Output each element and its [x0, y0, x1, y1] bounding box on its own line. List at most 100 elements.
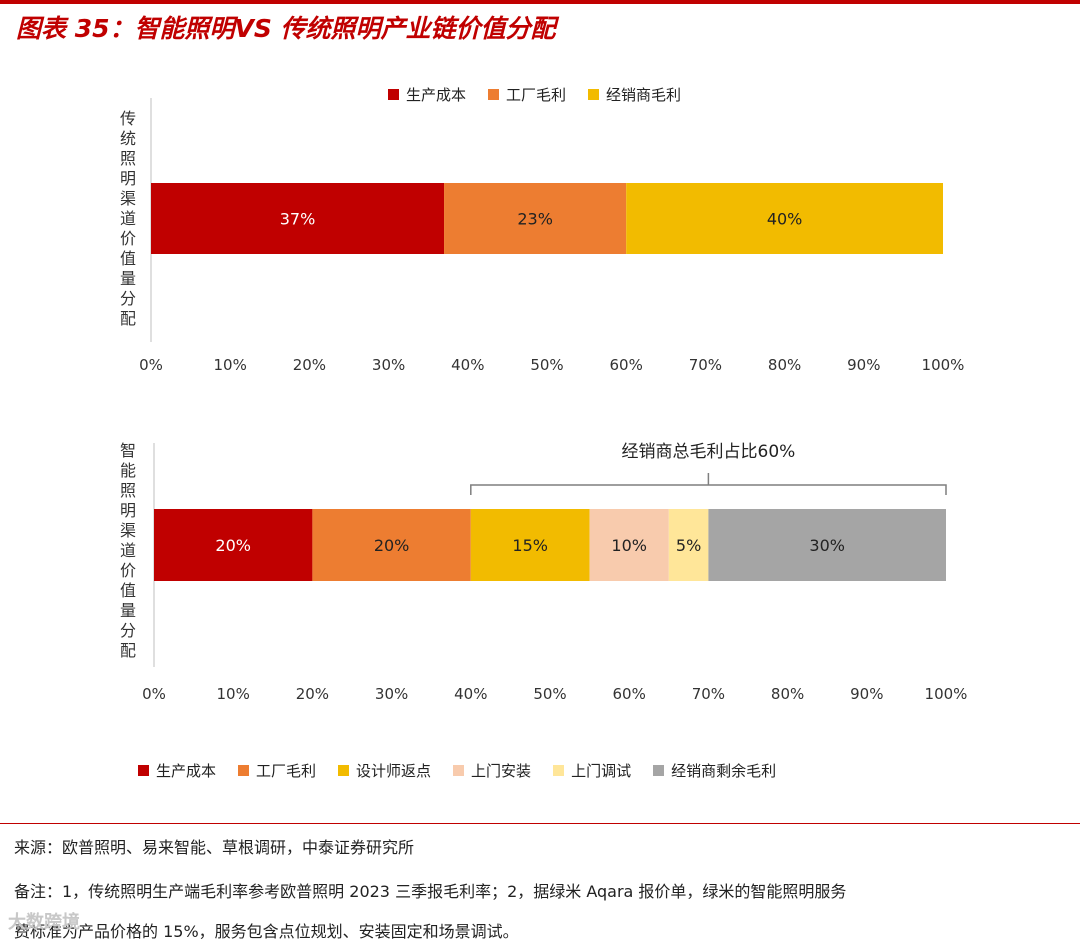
chart2-bar-segment	[312, 509, 471, 581]
chart2-x-tick-label: 40%	[454, 685, 487, 703]
chart1-y-axis-label-char: 量	[120, 269, 136, 288]
chart1-y-axis-label-char: 分	[120, 289, 136, 308]
chart2-y-axis-label-char: 智	[120, 441, 136, 460]
chart2-data-label: 5%	[676, 536, 701, 555]
chart2-x-tick-label: 60%	[613, 685, 646, 703]
page-title: 图表 35：智能照明VS 传统照明产业链价值分配	[16, 14, 556, 43]
chart2-y-axis-label-char: 照	[120, 481, 136, 500]
chart1-y-axis-label-char: 统	[120, 129, 136, 148]
chart2-x-tick-label: 10%	[217, 685, 250, 703]
legend-item: 经销商毛利	[588, 84, 681, 105]
legend-label: 设计师返点	[356, 762, 432, 780]
legend-swatch	[488, 89, 500, 100]
legend-swatch	[553, 765, 565, 776]
legend-label: 经销商剩余毛利	[671, 762, 777, 780]
legend-item: 设计师返点	[338, 760, 431, 781]
chart1-y-axis-label-char: 道	[120, 209, 136, 228]
chart2-annotation-bracket	[470, 473, 947, 495]
chart2-y-axis-label-char: 价	[120, 561, 136, 580]
legend-item: 生产成本	[388, 84, 466, 105]
chart2-data-label: 20%	[215, 536, 251, 555]
legend-label: 生产成本	[406, 86, 467, 104]
legend-swatch	[238, 765, 250, 776]
chart2-x-tick-label: 0%	[142, 685, 166, 703]
legend-label: 工厂毛利	[506, 86, 567, 104]
chart1-y-axis-label-char: 渠	[120, 189, 136, 208]
chart1-data-label: 40%	[767, 210, 803, 229]
legend-item: 上门调试	[553, 760, 631, 781]
chart2-bar-segment	[470, 509, 590, 581]
source-text: 来源：欧普照明、易来智能、草根调研，中泰证券研究所	[14, 838, 415, 857]
legend-item: 经销商剩余毛利	[653, 760, 776, 781]
chart2-x-tick-label: 80%	[771, 685, 804, 703]
chart2-legend: 生产成本 工厂毛利 设计师返点 上门安装 上门调试 经销商剩余毛利	[138, 760, 798, 781]
legend-swatch	[388, 89, 399, 100]
chart1-bar-segment	[151, 183, 445, 254]
chart2-y-axis-label-char: 值	[120, 581, 136, 600]
chart2-y-axis-label-char: 量	[120, 601, 136, 620]
watermark: 大数跨境	[8, 912, 80, 933]
legend-swatch	[653, 765, 665, 776]
chart2-bar-segment	[589, 509, 669, 581]
chart2-bar-segment	[668, 509, 709, 581]
legend-swatch	[338, 765, 350, 776]
chart1-y-axis-label-char: 值	[120, 249, 136, 268]
chart1-x-tick-label: 100%	[922, 356, 965, 374]
chart1-svg: 37% 23% 40% 0% 10% 20% 30% 40% 50% 60% 70% 80% 90% 10…	[120, 98, 965, 374]
legend-item: 生产成本	[138, 760, 216, 781]
chart1-data-label: 23%	[517, 210, 553, 229]
chart1-bar-segment	[444, 183, 627, 254]
legend-swatch	[138, 765, 149, 776]
chart2-x-tick-label: 90%	[850, 685, 883, 703]
chart2-y-axis-label-char: 渠	[120, 521, 136, 540]
chart2-x-tick-label: 50%	[533, 685, 566, 703]
chart1-legend: 生产成本 工厂毛利 经销商毛利	[388, 84, 703, 105]
chart2-x-tick-label: 20%	[296, 685, 329, 703]
chart1-x-tick-label: 10%	[214, 356, 247, 374]
legend-item: 工厂毛利	[238, 760, 316, 781]
chart1-x-tick-label: 0%	[139, 356, 163, 374]
chart2-y-axis-label-char: 能	[120, 461, 136, 480]
chart1-data-label: 37%	[280, 210, 316, 229]
chart1-y-axis-label-char: 价	[120, 229, 136, 248]
footer-rule	[0, 823, 1080, 824]
chart2-data-label: 15%	[512, 536, 548, 555]
chart2-svg: 20% 20% 15% 10% 5% 30% 0% 10% 20% 30% 40% 50% 60% 70%…	[120, 441, 968, 703]
legend-item: 工厂毛利	[488, 84, 566, 105]
chart1-x-tick-label: 40%	[451, 356, 484, 374]
legend-item: 上门安装	[453, 760, 531, 781]
chart2-bar-segment	[154, 509, 313, 581]
note-line-1: 备注：1，传统照明生产端毛利率参考欧普照明 2023 三季报毛利率；2，据绿米 …	[14, 882, 847, 901]
chart2-data-label: 20%	[374, 536, 410, 555]
chart1-y-axis-label-char: 配	[120, 309, 136, 328]
chart2-bar-segment	[708, 509, 946, 581]
legend-swatch	[588, 89, 600, 100]
chart2-y-axis-label-char: 配	[120, 641, 136, 660]
chart2-x-tick-label: 30%	[375, 685, 408, 703]
chart1-y-axis-label-char: 传	[120, 109, 136, 128]
chart2-data-label: 30%	[809, 536, 845, 555]
chart1-x-tick-label: 50%	[530, 356, 563, 374]
chart2-data-label: 10%	[611, 536, 647, 555]
chart1-x-tick-label: 70%	[689, 356, 722, 374]
legend-label: 工厂毛利	[256, 762, 317, 780]
chart2-y-axis-label-char: 分	[120, 621, 136, 640]
chart1-x-tick-label: 80%	[768, 356, 801, 374]
chart2-x-tick-label: 70%	[692, 685, 725, 703]
chart2-y-axis-label-char: 道	[120, 541, 136, 560]
legend-label: 上门调试	[571, 762, 632, 780]
chart2-y-axis-label-char: 明	[120, 501, 136, 520]
chart1-x-tick-label: 30%	[372, 356, 405, 374]
note-line-2: 费标准为产品价格的 15%，服务包含点位规划、安装固定和场景调试。	[14, 922, 519, 941]
header-rule	[0, 0, 1080, 4]
legend-swatch	[453, 765, 465, 776]
chart1-x-tick-label: 20%	[293, 356, 326, 374]
legend-label: 经销商毛利	[606, 86, 682, 104]
chart1-y-axis-label-char: 明	[120, 169, 136, 188]
chart2-x-tick-label: 100%	[925, 685, 968, 703]
chart1-y-axis-label-char: 照	[120, 149, 136, 168]
chart2-annotation-text: 经销商总毛利占比60%	[622, 442, 796, 462]
chart1-x-tick-label: 60%	[610, 356, 643, 374]
legend-label: 上门安装	[471, 762, 532, 780]
